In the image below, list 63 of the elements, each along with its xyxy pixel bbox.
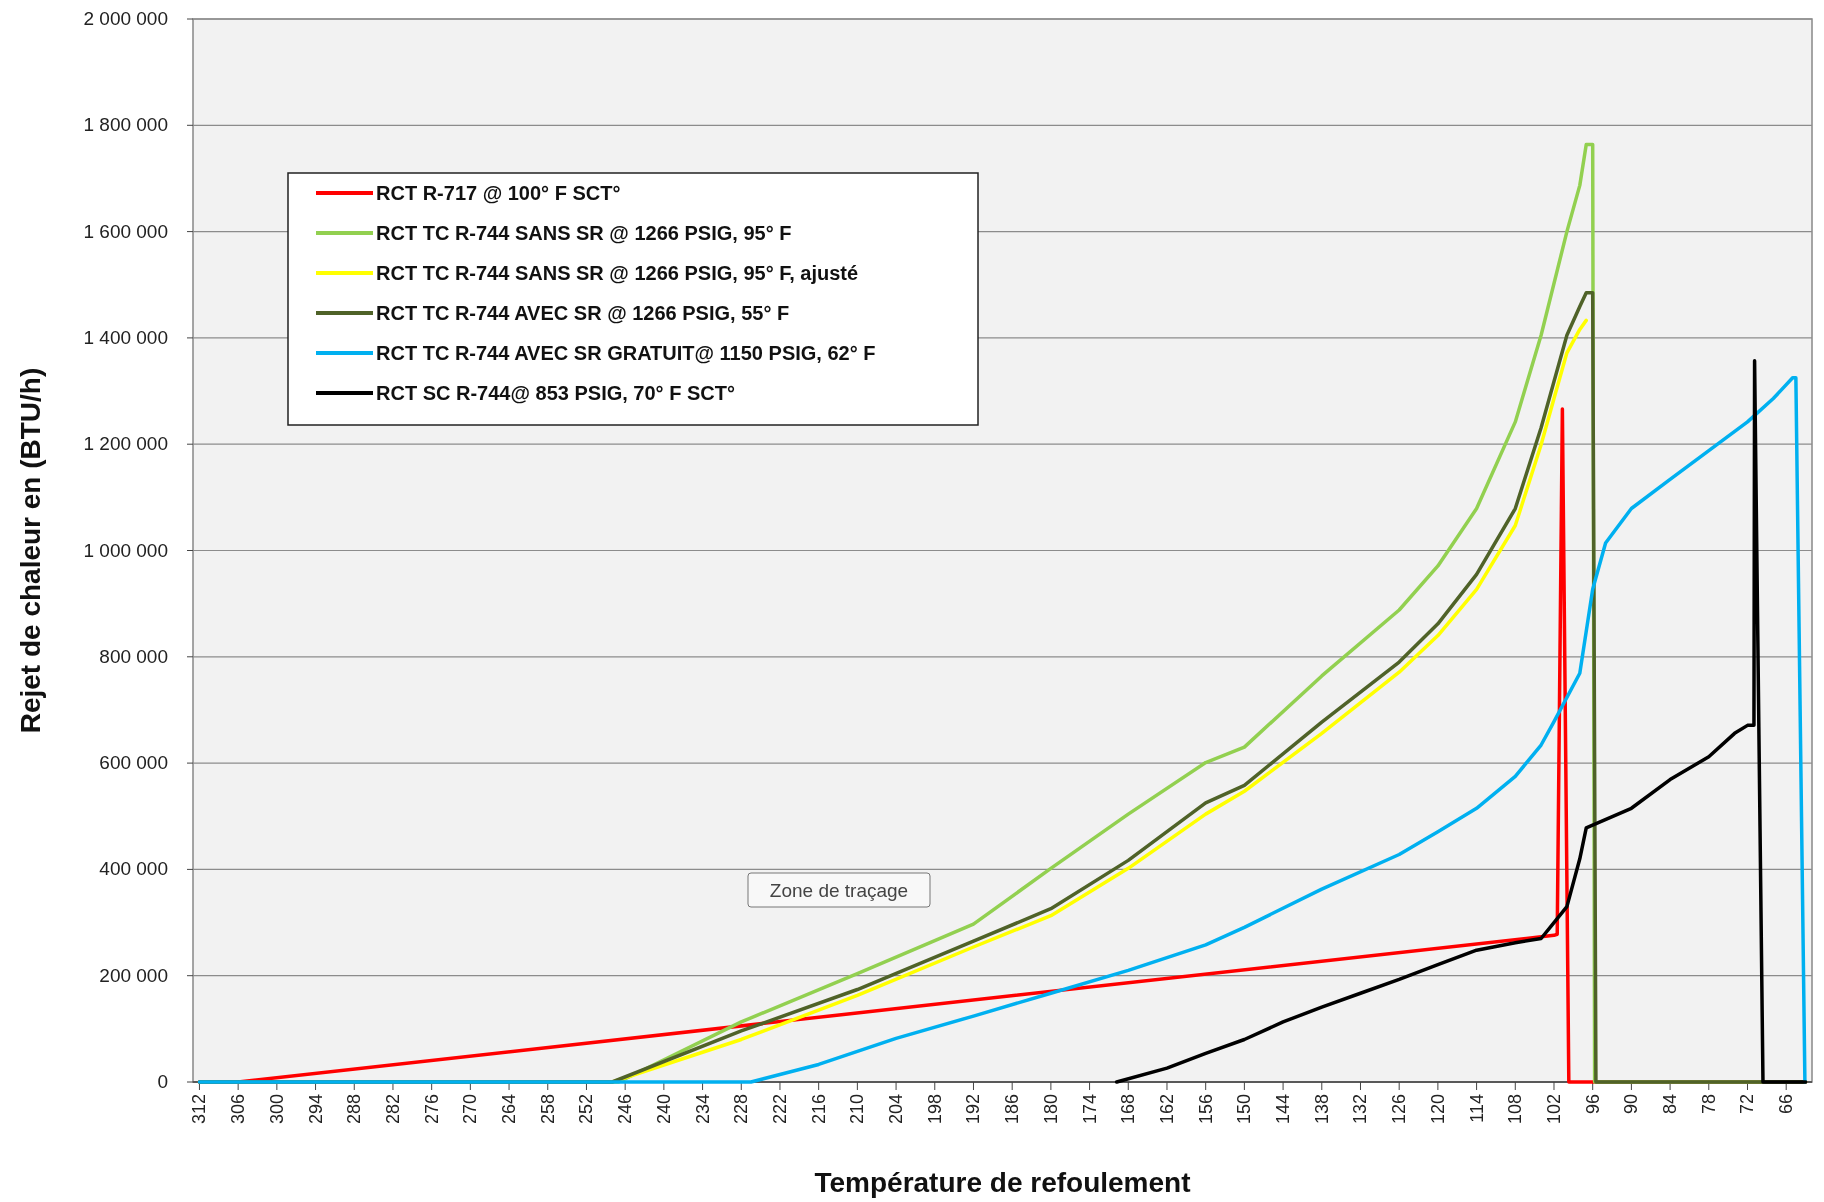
x-tick-label: 270 [460, 1094, 481, 1125]
legend-label: RCT SC R-744@ 853 PSIG, 70° F SCT° [376, 382, 735, 404]
x-tick-label: 186 [1002, 1094, 1023, 1125]
y-tick-label: 1 400 000 [83, 326, 168, 348]
x-tick-label: 150 [1234, 1094, 1255, 1125]
legend-label: RCT TC R-744 AVEC SR GRATUIT@ 1150 PSIG, 62° F [376, 342, 876, 364]
legend-label: RCT TC R-744 AVEC SR @ 1266 PSIG, 55° F [376, 302, 790, 324]
legend-label: RCT TC R-744 SANS SR @ 1266 PSIG, 95° F [376, 222, 792, 244]
x-tick-label: 228 [731, 1094, 752, 1125]
x-tick-label: 132 [1350, 1094, 1371, 1125]
legend-label: RCT TC R-744 SANS SR @ 1266 PSIG, 95° F, ajusté [376, 262, 859, 284]
x-tick-label: 276 [421, 1094, 442, 1125]
y-tick-label: 200 000 [99, 964, 168, 986]
x-tick-label: 252 [576, 1094, 597, 1125]
y-tick-label: 1 600 000 [83, 220, 168, 242]
x-tick-label: 210 [847, 1094, 868, 1125]
x-tick-label: 162 [1156, 1094, 1177, 1125]
x-tick-label: 282 [382, 1094, 403, 1125]
x-tick-label: 234 [692, 1094, 713, 1125]
x-tick-label: 120 [1427, 1094, 1448, 1125]
x-tick-label: 246 [615, 1094, 636, 1125]
x-tick-label: 168 [1118, 1094, 1139, 1125]
x-tick-label: 192 [963, 1094, 984, 1125]
y-tick-label: 1 200 000 [83, 433, 168, 455]
x-tick-label: 222 [769, 1094, 790, 1125]
y-axis-title: Rejet de chaleur en (BTU/h) [15, 367, 46, 734]
x-tick-label: 144 [1273, 1094, 1294, 1125]
x-tick-label: 294 [305, 1094, 326, 1125]
x-tick-label: 66 [1776, 1094, 1797, 1115]
x-tick-label: 300 [266, 1094, 287, 1125]
x-tick-label: 204 [886, 1094, 907, 1125]
x-tick-label: 216 [808, 1094, 829, 1125]
y-tick-label: 600 000 [99, 752, 168, 774]
x-tick-label: 156 [1195, 1094, 1216, 1125]
line-series [1114, 359, 1808, 1084]
x-tick-label: 312 [189, 1094, 210, 1125]
y-tick-label: 0 [157, 1071, 168, 1092]
y-tick-label: 2 000 000 [83, 8, 168, 29]
x-tick-label: 78 [1698, 1094, 1719, 1115]
x-tick-label: 240 [653, 1094, 674, 1125]
x-tick-label: 288 [344, 1094, 365, 1125]
x-tick-label: 180 [1040, 1094, 1061, 1125]
annotation: Zone de traçage [769, 880, 909, 901]
x-tick-label: 126 [1389, 1094, 1410, 1125]
x-tick-label: 102 [1543, 1094, 1564, 1125]
x-tick-label: 264 [499, 1094, 520, 1125]
legend-label: RCT R-717 @ 100° F SCT° [376, 182, 621, 204]
x-tick-label: 138 [1311, 1094, 1332, 1125]
x-tick-label: 96 [1582, 1094, 1603, 1115]
x-tick-label: 198 [924, 1094, 945, 1125]
x-tick-label: 174 [1079, 1094, 1100, 1125]
y-tick-label: 1 800 000 [83, 114, 168, 136]
x-tick-label: 108 [1505, 1094, 1526, 1125]
y-tick-label: 400 000 [99, 858, 168, 880]
x-tick-label: 258 [537, 1094, 558, 1125]
x-tick-label: 90 [1621, 1094, 1642, 1115]
x-tick-label: 84 [1660, 1094, 1681, 1115]
x-axis-title: Température de refoulement [814, 1167, 1191, 1198]
x-tick-label: 306 [228, 1094, 249, 1125]
y-tick-label: 1 000 000 [83, 539, 168, 561]
x-tick-label: 114 [1466, 1094, 1487, 1123]
x-tick-label: 72 [1737, 1094, 1758, 1115]
y-tick-label: 800 000 [99, 645, 168, 667]
